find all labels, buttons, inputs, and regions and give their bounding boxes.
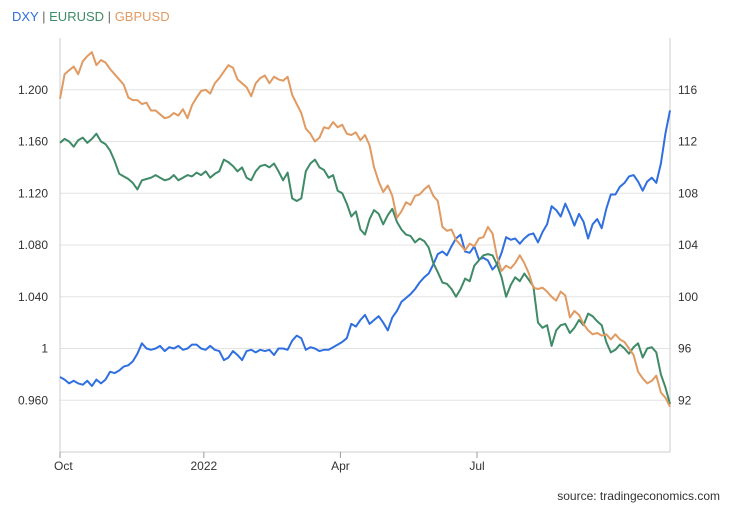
left-tick-label: 1.120	[18, 186, 48, 200]
series-layer	[59, 51, 671, 408]
axes: 1.200 1.160 1.120 1.080 1.040 1 0.960 116 112 108…	[18, 38, 698, 473]
left-tick-label: 1.200	[18, 83, 48, 97]
series-line-dxy[interactable]	[59, 110, 671, 387]
x-tick-label: Oct	[54, 459, 73, 473]
x-tick-label: Jul	[469, 459, 484, 473]
right-tick-label: 92	[678, 393, 692, 407]
legend-separator: |	[42, 9, 46, 24]
left-tick-label: 1.160	[18, 135, 48, 149]
legend-eurusd[interactable]: EURUSD	[49, 9, 105, 24]
left-tick-label: 1	[41, 342, 48, 356]
legend-separator: |	[107, 9, 112, 24]
left-tick-label: 1.040	[18, 290, 48, 304]
right-tick-label: 100	[678, 290, 698, 304]
x-tick-label: 2022	[190, 459, 217, 473]
chart-legend: DXY | EURUSD | GBPUSD	[12, 9, 170, 24]
right-tick-label: 104	[678, 238, 698, 252]
x-tick-label: Apr	[331, 459, 350, 473]
series-line-eurusd[interactable]	[59, 132, 671, 405]
right-tick-label: 108	[678, 186, 698, 200]
right-tick-label: 116	[678, 83, 697, 97]
left-tick-label: 1.080	[18, 238, 48, 252]
right-tick-label: 96	[678, 342, 692, 356]
grid-lines	[60, 89, 670, 401]
series-line-gbpusd[interactable]	[59, 51, 671, 408]
left-tick-label: 0.960	[18, 393, 48, 407]
source-attribution: source: tradingeconomics.com	[557, 489, 720, 503]
legend-gbpusd[interactable]: GBPUSD	[114, 9, 170, 24]
right-tick-label: 112	[678, 135, 697, 149]
legend-dxy[interactable]: DXY	[12, 9, 39, 24]
